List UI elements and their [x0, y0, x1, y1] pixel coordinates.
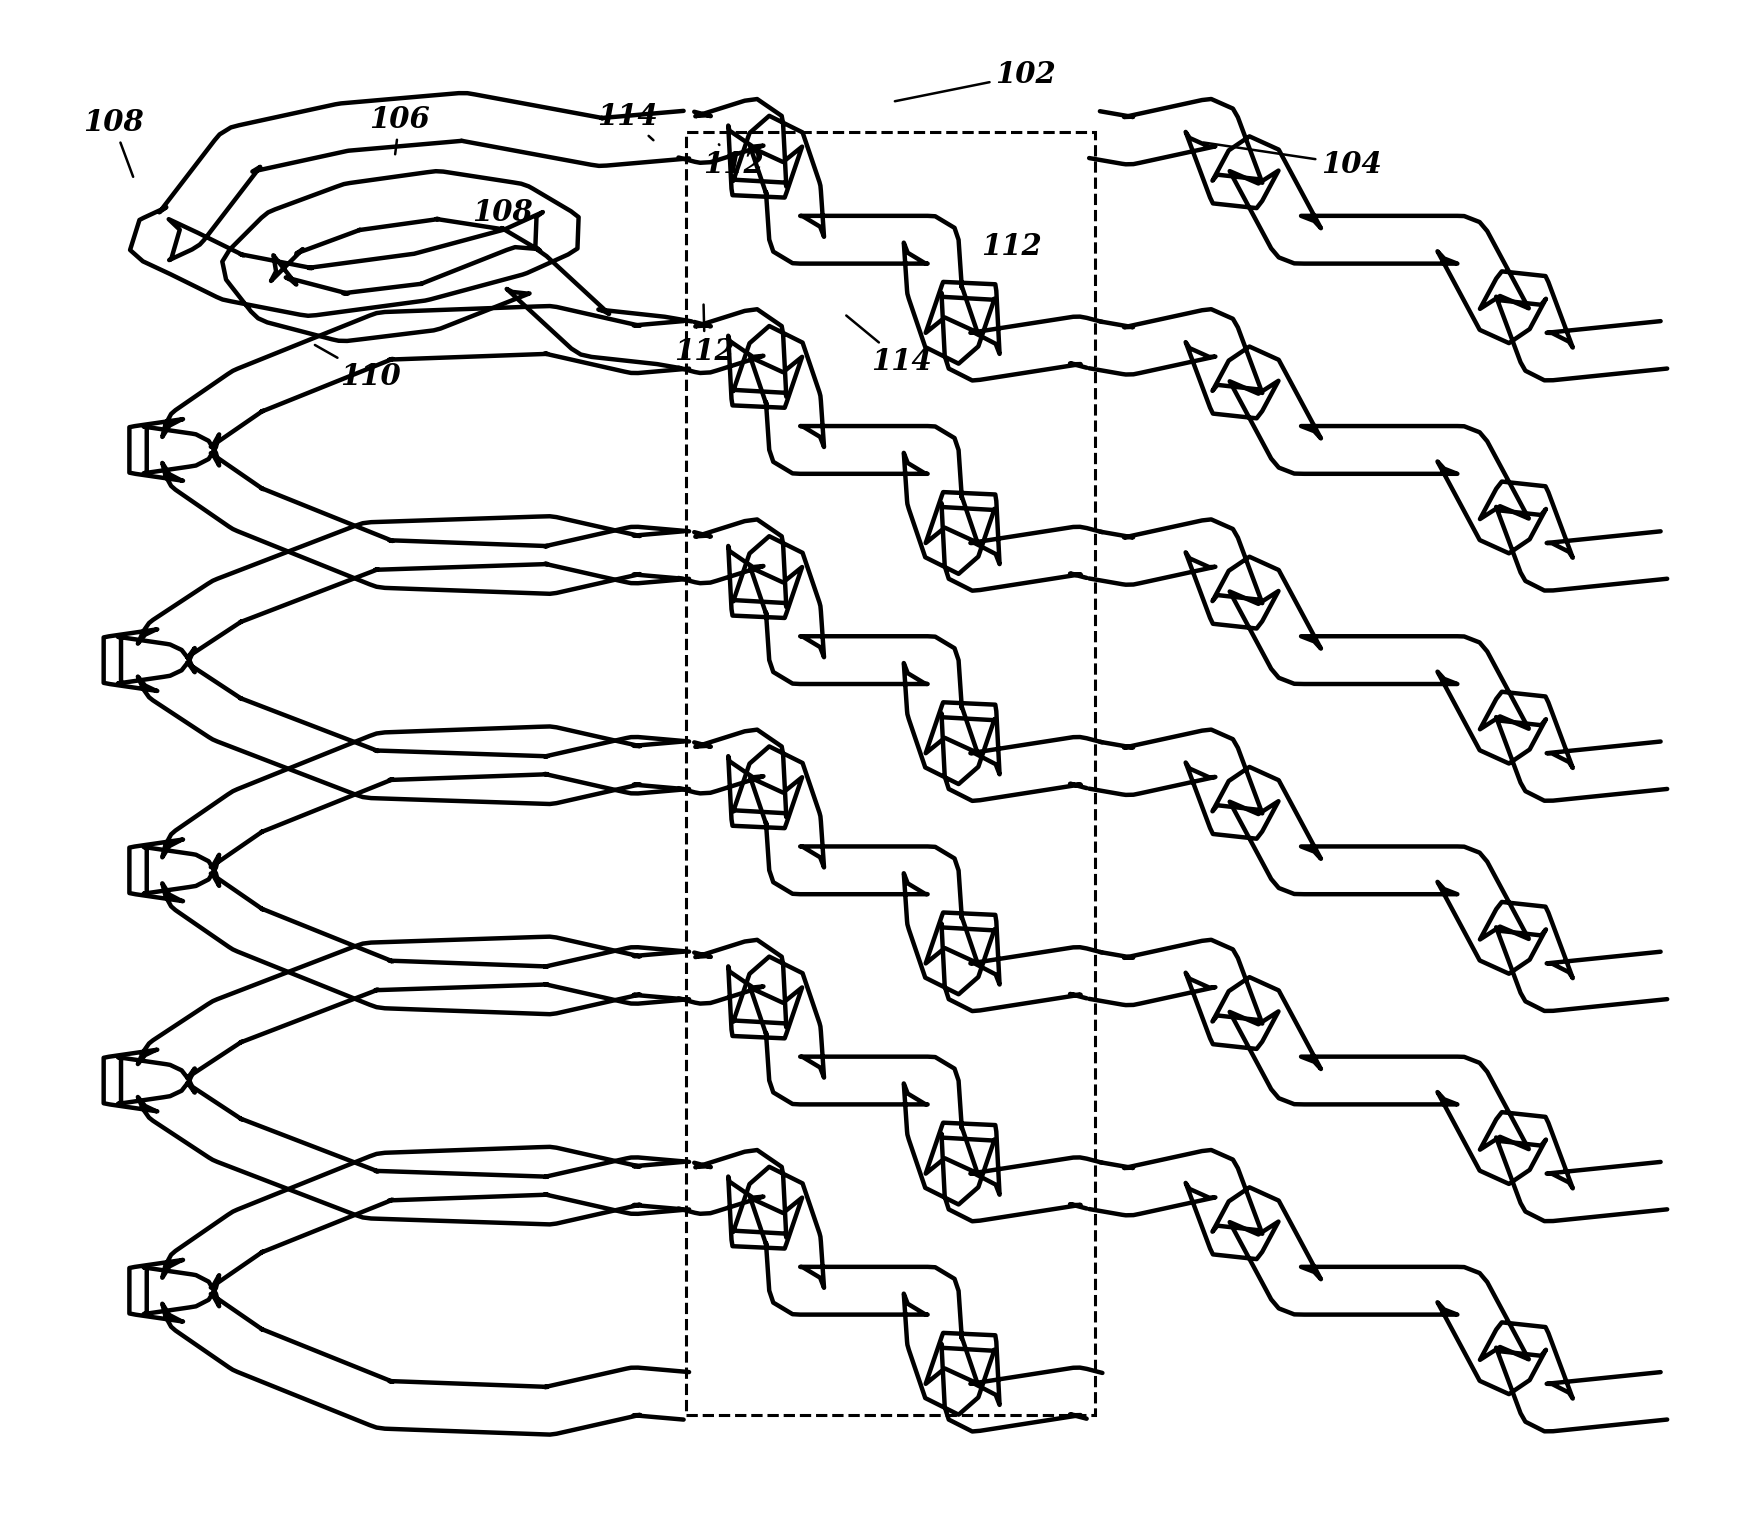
Bar — [686, 131, 1094, 1415]
Text: 108: 108 — [473, 198, 532, 227]
Text: 114: 114 — [597, 102, 658, 140]
Text: 108: 108 — [82, 108, 144, 177]
Text: 112: 112 — [674, 305, 735, 366]
Text: 104: 104 — [1204, 143, 1383, 180]
Text: 112: 112 — [982, 231, 1041, 260]
Text: 114: 114 — [847, 315, 933, 376]
Text: 102: 102 — [894, 61, 1055, 101]
Text: 106: 106 — [369, 105, 430, 154]
Text: 112: 112 — [704, 145, 765, 180]
Text: 110: 110 — [315, 346, 401, 391]
